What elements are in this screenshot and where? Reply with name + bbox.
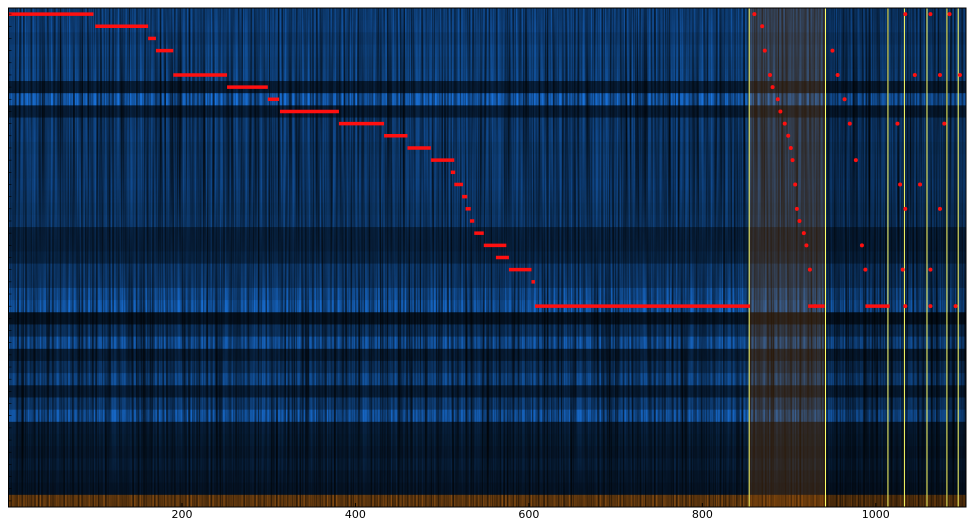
red-point	[937, 206, 942, 211]
marks	[8, 8, 962, 507]
red-point	[770, 85, 775, 90]
red-point	[801, 231, 806, 236]
red-point	[853, 158, 858, 163]
x-tick-label: 600	[518, 508, 539, 520]
red-point	[786, 133, 791, 138]
red-point	[947, 12, 952, 17]
red-point	[830, 48, 835, 53]
red-point	[778, 109, 783, 114]
red-point	[928, 12, 933, 17]
texture	[8, 8, 966, 507]
red-point	[928, 267, 933, 272]
red-point	[775, 97, 780, 102]
red-point	[957, 72, 962, 77]
red-point	[903, 206, 908, 211]
red-point	[804, 243, 809, 248]
red-point	[782, 121, 787, 126]
red-point	[813, 304, 818, 309]
red-point	[842, 97, 847, 102]
red-point	[898, 182, 903, 187]
red-point	[790, 158, 795, 163]
red-point	[760, 24, 765, 29]
red-point	[918, 182, 923, 187]
red-point	[859, 243, 864, 248]
red-point	[752, 12, 757, 17]
shade-region	[826, 8, 966, 507]
red-point	[903, 12, 908, 17]
red-point	[788, 145, 793, 150]
red-point	[762, 48, 767, 53]
red-point	[928, 304, 933, 309]
red-point	[794, 206, 799, 211]
red-point	[900, 267, 905, 272]
red-point	[767, 72, 772, 77]
red-point	[903, 304, 908, 309]
x-tick-label: 400	[345, 508, 366, 520]
x-tick-label: 800	[692, 508, 713, 520]
red-point	[835, 72, 840, 77]
red-point	[847, 121, 852, 126]
red-point	[863, 267, 868, 272]
x-tick-label: 200	[171, 508, 192, 520]
red-point	[912, 72, 917, 77]
red-point	[942, 121, 947, 126]
red-point	[937, 72, 942, 77]
red-point	[953, 304, 958, 309]
tint-region	[749, 8, 826, 507]
x-tick-label: 1000	[862, 508, 890, 520]
red-point	[807, 267, 812, 272]
red-point	[895, 121, 900, 126]
red-point	[797, 218, 802, 223]
red-point	[793, 182, 798, 187]
